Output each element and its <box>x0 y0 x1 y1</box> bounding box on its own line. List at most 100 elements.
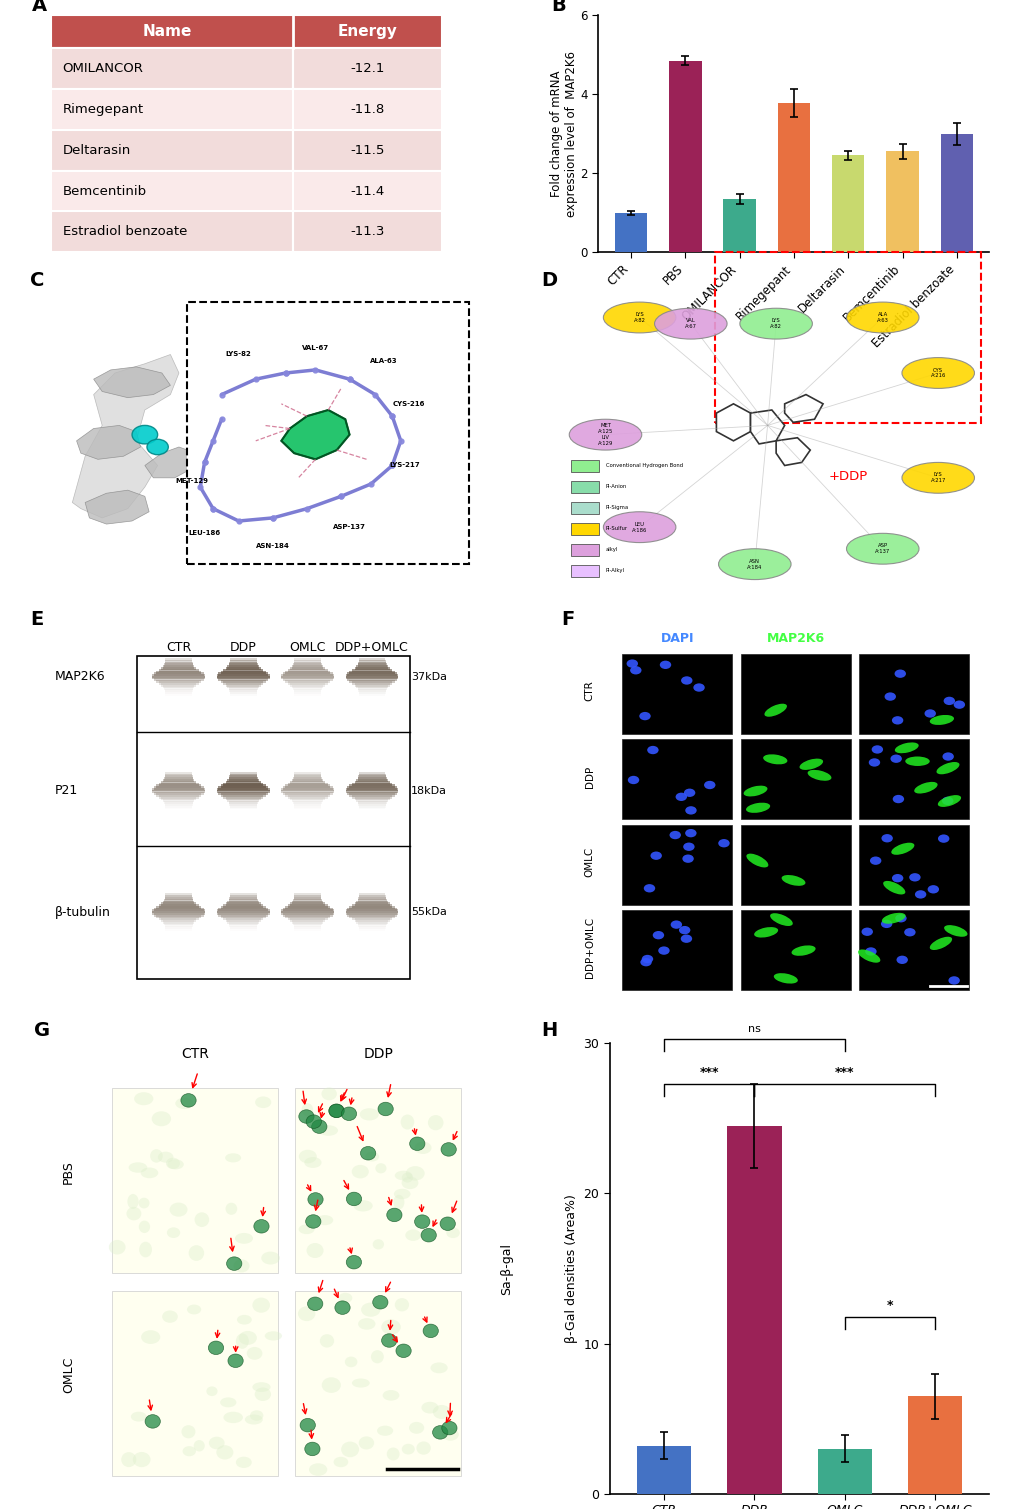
Circle shape <box>131 426 158 444</box>
Ellipse shape <box>603 302 676 333</box>
FancyBboxPatch shape <box>294 773 321 776</box>
Polygon shape <box>85 490 149 524</box>
FancyBboxPatch shape <box>282 673 332 676</box>
Circle shape <box>147 439 168 454</box>
FancyBboxPatch shape <box>161 797 196 800</box>
Text: CYS-216: CYS-216 <box>392 401 425 407</box>
Ellipse shape <box>265 1331 282 1340</box>
FancyBboxPatch shape <box>350 794 394 797</box>
FancyBboxPatch shape <box>163 798 195 803</box>
Ellipse shape <box>235 1334 249 1349</box>
Text: LEU
A:186: LEU A:186 <box>632 522 647 533</box>
FancyBboxPatch shape <box>350 785 394 788</box>
FancyBboxPatch shape <box>163 665 195 668</box>
Text: DDP: DDP <box>229 641 257 653</box>
FancyBboxPatch shape <box>228 801 258 804</box>
FancyBboxPatch shape <box>284 670 330 675</box>
FancyBboxPatch shape <box>740 739 850 819</box>
Text: Pi-Alkyl: Pi-Alkyl <box>605 567 624 573</box>
Ellipse shape <box>421 1402 438 1414</box>
FancyBboxPatch shape <box>165 893 192 896</box>
Ellipse shape <box>378 1102 393 1115</box>
FancyBboxPatch shape <box>229 895 257 898</box>
FancyBboxPatch shape <box>284 794 330 797</box>
Ellipse shape <box>410 1136 425 1150</box>
Text: ALA
A:63: ALA A:63 <box>876 312 888 323</box>
FancyBboxPatch shape <box>292 777 322 780</box>
Ellipse shape <box>393 1195 404 1210</box>
FancyBboxPatch shape <box>165 661 193 665</box>
FancyBboxPatch shape <box>228 922 258 925</box>
Text: DDP: DDP <box>584 765 594 788</box>
Ellipse shape <box>894 670 905 678</box>
FancyBboxPatch shape <box>284 785 330 788</box>
FancyBboxPatch shape <box>163 901 195 904</box>
Ellipse shape <box>657 946 669 955</box>
FancyBboxPatch shape <box>356 665 387 668</box>
FancyBboxPatch shape <box>220 679 266 684</box>
Text: Name: Name <box>143 24 192 39</box>
Ellipse shape <box>261 1251 279 1265</box>
FancyBboxPatch shape <box>359 774 385 777</box>
FancyBboxPatch shape <box>289 667 325 670</box>
FancyBboxPatch shape <box>218 673 268 676</box>
FancyBboxPatch shape <box>225 667 261 670</box>
Ellipse shape <box>255 1387 271 1400</box>
Ellipse shape <box>181 1424 196 1438</box>
Y-axis label: β-Gal densities (Area%): β-Gal densities (Area%) <box>565 1194 578 1343</box>
FancyBboxPatch shape <box>152 789 205 794</box>
Text: DAPI: DAPI <box>660 632 693 644</box>
FancyBboxPatch shape <box>345 788 398 792</box>
FancyBboxPatch shape <box>154 673 204 676</box>
Ellipse shape <box>238 1331 257 1345</box>
Ellipse shape <box>762 754 787 765</box>
FancyBboxPatch shape <box>161 780 196 785</box>
FancyBboxPatch shape <box>352 795 391 798</box>
Text: VAL-67: VAL-67 <box>302 346 329 352</box>
FancyBboxPatch shape <box>229 776 257 779</box>
FancyBboxPatch shape <box>350 914 394 919</box>
Ellipse shape <box>717 839 729 848</box>
FancyBboxPatch shape <box>359 893 385 896</box>
Ellipse shape <box>868 759 879 767</box>
FancyBboxPatch shape <box>217 911 269 914</box>
FancyBboxPatch shape <box>571 460 598 472</box>
Ellipse shape <box>139 1221 150 1233</box>
Ellipse shape <box>166 1157 179 1169</box>
Ellipse shape <box>639 712 650 720</box>
FancyBboxPatch shape <box>227 901 259 904</box>
Bar <box>817 1449 871 1494</box>
Ellipse shape <box>386 1209 401 1222</box>
Polygon shape <box>715 404 750 441</box>
FancyBboxPatch shape <box>350 670 394 675</box>
FancyBboxPatch shape <box>571 543 598 557</box>
Ellipse shape <box>423 1323 438 1337</box>
FancyBboxPatch shape <box>112 1088 278 1274</box>
FancyBboxPatch shape <box>220 905 266 910</box>
Ellipse shape <box>371 1351 383 1363</box>
Ellipse shape <box>905 756 929 767</box>
Ellipse shape <box>739 308 811 340</box>
Ellipse shape <box>255 1097 271 1108</box>
Ellipse shape <box>640 958 651 966</box>
Ellipse shape <box>346 1192 362 1206</box>
FancyBboxPatch shape <box>740 910 850 990</box>
Ellipse shape <box>869 857 880 865</box>
Ellipse shape <box>650 851 661 860</box>
Ellipse shape <box>881 913 905 924</box>
Text: Bemcentinib: Bemcentinib <box>63 184 147 198</box>
Ellipse shape <box>901 462 973 493</box>
FancyBboxPatch shape <box>287 916 327 920</box>
Polygon shape <box>94 367 170 398</box>
FancyBboxPatch shape <box>282 792 332 795</box>
FancyBboxPatch shape <box>355 797 389 800</box>
Ellipse shape <box>234 1233 253 1243</box>
Ellipse shape <box>345 1255 361 1269</box>
FancyBboxPatch shape <box>217 910 269 913</box>
Text: 55kDa: 55kDa <box>411 907 446 917</box>
FancyBboxPatch shape <box>227 798 259 803</box>
Ellipse shape <box>128 1162 147 1172</box>
FancyBboxPatch shape <box>217 676 269 679</box>
Ellipse shape <box>309 1464 327 1476</box>
Ellipse shape <box>929 715 953 724</box>
